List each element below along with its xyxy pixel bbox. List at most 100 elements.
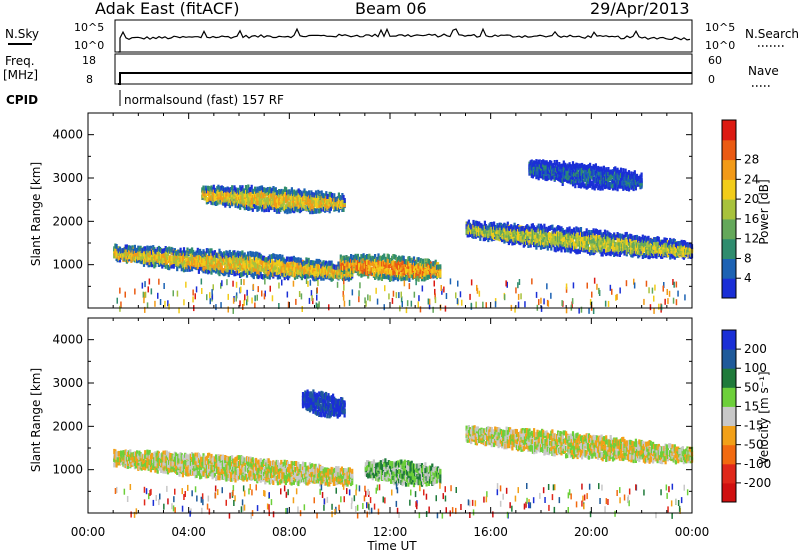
- data-cell: [656, 242, 659, 247]
- data-cell: [518, 226, 521, 232]
- data-cell: [554, 171, 557, 177]
- data-cell: [176, 266, 179, 272]
- noise-cell: [305, 278, 308, 284]
- data-cell: [278, 189, 281, 194]
- data-cell: [394, 260, 397, 266]
- data-cell: [395, 270, 398, 276]
- data-cell: [236, 190, 239, 196]
- data-cell: [603, 239, 607, 245]
- data-cell: [229, 252, 232, 257]
- data-cell: [154, 456, 157, 462]
- data-cell: [227, 187, 230, 193]
- noise-cell: [364, 297, 366, 304]
- data-cell: [635, 181, 639, 187]
- data-cell: [273, 200, 276, 206]
- data-cell: [395, 263, 398, 269]
- noise-cell: [141, 282, 144, 289]
- data-cell: [314, 208, 318, 214]
- data-cell: [138, 246, 141, 252]
- data-cell: [611, 178, 615, 184]
- data-cell: [313, 195, 316, 201]
- data-cell: [265, 257, 268, 263]
- data-cell: [577, 183, 580, 189]
- noise-cell: [648, 287, 650, 294]
- data-cell: [158, 453, 162, 459]
- data-cell: [638, 247, 641, 253]
- noise-cell: [432, 306, 434, 313]
- data-cell: [526, 234, 529, 240]
- data-cell: [144, 246, 147, 252]
- data-cell: [409, 257, 412, 263]
- data-cell: [543, 223, 546, 229]
- noise-cell: [524, 301, 526, 308]
- data-cell: [153, 461, 156, 467]
- data-cell: [658, 240, 661, 246]
- data-cell: [526, 224, 529, 230]
- data-cell: [136, 253, 139, 259]
- data-cell: [312, 260, 315, 266]
- data-cell: [385, 262, 388, 268]
- data-cell: [294, 194, 297, 200]
- data-cell: [416, 257, 419, 263]
- data-cell: [271, 267, 274, 273]
- data-cell: [546, 169, 549, 175]
- data-cell: [227, 261, 230, 266]
- data-cell: [212, 267, 215, 273]
- data-cell: [244, 185, 248, 190]
- data-cell: [225, 197, 228, 203]
- noise-cell: [654, 284, 656, 291]
- data-cell: [536, 225, 539, 231]
- data-cell: [249, 202, 252, 208]
- data-cell: [348, 266, 351, 272]
- data-cell: [688, 246, 691, 252]
- data-cell: [545, 164, 548, 170]
- data-cell: [128, 456, 131, 462]
- data-cell: [243, 192, 246, 198]
- data-cell: [260, 274, 263, 279]
- data-cell: [611, 170, 615, 176]
- data-cell: [307, 257, 310, 263]
- data-cell: [595, 181, 599, 187]
- data-cell: [638, 176, 641, 182]
- data-cell: [575, 238, 578, 244]
- data-cell: [142, 251, 146, 257]
- data-cell: [630, 171, 633, 177]
- power-colorbar-label: Power [dB]: [757, 179, 771, 244]
- data-cell: [282, 205, 285, 211]
- data-cell: [567, 178, 570, 184]
- data-cell: [597, 185, 600, 191]
- noise-cell: [434, 297, 437, 304]
- data-cell: [145, 249, 148, 255]
- data-cell: [666, 245, 669, 251]
- data-cell: [138, 251, 141, 257]
- data-cell: [637, 249, 640, 255]
- noise-cell: [578, 307, 580, 314]
- data-cell: [193, 258, 196, 264]
- data-cell: [289, 262, 292, 268]
- data-cell: [287, 262, 290, 268]
- data-cell: [138, 455, 141, 461]
- data-cell: [605, 241, 608, 247]
- data-cell: [154, 262, 157, 268]
- data-cell: [570, 228, 573, 234]
- data-cell: [156, 247, 159, 252]
- noise-cell: [116, 297, 118, 304]
- data-cell: [285, 192, 288, 198]
- data-cell: [146, 461, 149, 467]
- noise-cell: [209, 298, 211, 305]
- data-cell: [544, 227, 547, 233]
- data-cell: [202, 185, 205, 191]
- data-cell: [575, 162, 578, 168]
- data-cell: [552, 239, 555, 245]
- data-cell: [330, 276, 333, 282]
- noise-cell: [444, 305, 447, 312]
- data-cell: [346, 256, 349, 262]
- data-cell: [554, 167, 557, 173]
- data-cell: [124, 449, 127, 455]
- data-cell: [333, 264, 337, 270]
- data-cell: [359, 262, 362, 268]
- data-cell: [491, 232, 494, 238]
- data-cell: [534, 166, 537, 172]
- data-cell: [212, 260, 215, 266]
- noise-cell: [531, 278, 533, 285]
